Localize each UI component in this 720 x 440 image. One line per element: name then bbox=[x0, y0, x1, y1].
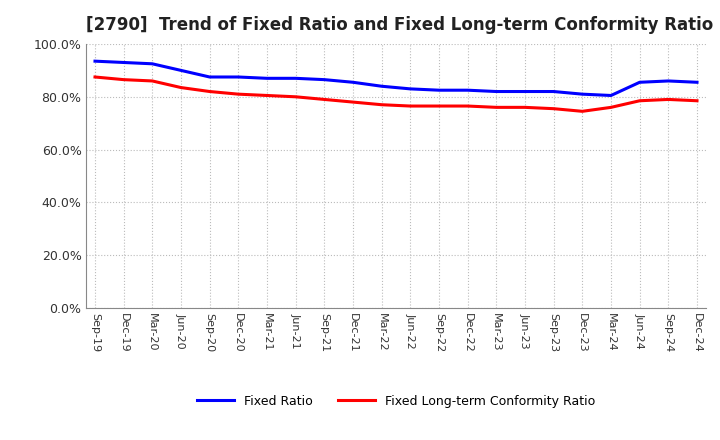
Fixed Long-term Conformity Ratio bbox=[549, 106, 558, 111]
Fixed Long-term Conformity Ratio bbox=[664, 97, 672, 102]
Fixed Ratio bbox=[578, 92, 587, 97]
Fixed Long-term Conformity Ratio bbox=[348, 99, 357, 105]
Text: [2790]  Trend of Fixed Ratio and Fixed Long-term Conformity Ratio: [2790] Trend of Fixed Ratio and Fixed Lo… bbox=[86, 16, 714, 34]
Fixed Ratio bbox=[635, 80, 644, 85]
Fixed Ratio bbox=[205, 74, 214, 80]
Fixed Ratio bbox=[263, 76, 271, 81]
Fixed Long-term Conformity Ratio bbox=[492, 105, 500, 110]
Fixed Ratio bbox=[320, 77, 328, 82]
Fixed Long-term Conformity Ratio bbox=[120, 77, 128, 82]
Fixed Long-term Conformity Ratio bbox=[176, 85, 185, 90]
Fixed Ratio bbox=[377, 84, 386, 89]
Line: Fixed Long-term Conformity Ratio: Fixed Long-term Conformity Ratio bbox=[95, 77, 697, 111]
Fixed Long-term Conformity Ratio bbox=[607, 105, 616, 110]
Fixed Ratio bbox=[148, 61, 157, 66]
Fixed Long-term Conformity Ratio bbox=[406, 103, 415, 109]
Fixed Long-term Conformity Ratio bbox=[205, 89, 214, 94]
Fixed Long-term Conformity Ratio bbox=[148, 78, 157, 84]
Fixed Long-term Conformity Ratio bbox=[234, 92, 243, 97]
Fixed Ratio bbox=[492, 89, 500, 94]
Fixed Ratio bbox=[693, 80, 701, 85]
Fixed Long-term Conformity Ratio bbox=[435, 103, 444, 109]
Fixed Ratio bbox=[464, 88, 472, 93]
Fixed Long-term Conformity Ratio bbox=[693, 98, 701, 103]
Fixed Long-term Conformity Ratio bbox=[464, 103, 472, 109]
Fixed Ratio bbox=[607, 93, 616, 98]
Fixed Ratio bbox=[176, 68, 185, 73]
Fixed Ratio bbox=[406, 86, 415, 92]
Fixed Long-term Conformity Ratio bbox=[292, 94, 300, 99]
Fixed Long-term Conformity Ratio bbox=[635, 98, 644, 103]
Legend: Fixed Ratio, Fixed Long-term Conformity Ratio: Fixed Ratio, Fixed Long-term Conformity … bbox=[192, 390, 600, 413]
Fixed Ratio bbox=[549, 89, 558, 94]
Fixed Long-term Conformity Ratio bbox=[320, 97, 328, 102]
Fixed Ratio bbox=[521, 89, 529, 94]
Fixed Long-term Conformity Ratio bbox=[377, 102, 386, 107]
Fixed Ratio bbox=[91, 59, 99, 64]
Fixed Long-term Conformity Ratio bbox=[521, 105, 529, 110]
Fixed Long-term Conformity Ratio bbox=[91, 74, 99, 80]
Fixed Ratio bbox=[664, 78, 672, 84]
Fixed Ratio bbox=[120, 60, 128, 65]
Fixed Ratio bbox=[435, 88, 444, 93]
Fixed Long-term Conformity Ratio bbox=[578, 109, 587, 114]
Fixed Ratio bbox=[234, 74, 243, 80]
Fixed Ratio bbox=[348, 80, 357, 85]
Line: Fixed Ratio: Fixed Ratio bbox=[95, 61, 697, 95]
Fixed Ratio bbox=[292, 76, 300, 81]
Fixed Long-term Conformity Ratio bbox=[263, 93, 271, 98]
